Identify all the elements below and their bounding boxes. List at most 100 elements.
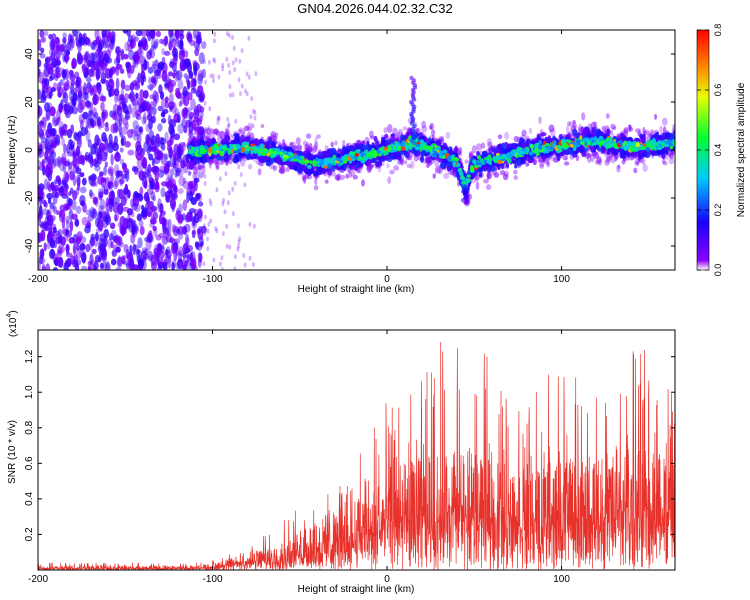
noise-blob [135,144,143,156]
ridge-halo-blob [593,151,600,160]
noise-blob [77,95,82,102]
noise-blob [65,172,69,184]
noise-blob [175,167,181,174]
noise-blob [117,188,121,198]
noise-blob [42,36,47,43]
noise-blob [159,38,164,44]
noise-blob [104,125,110,132]
ridge-halo-blob [386,163,390,169]
noise-blob [178,203,183,214]
ridge-halo-blob [662,161,668,166]
noise-blob [149,180,154,190]
noise-blob [101,109,109,120]
ridge-halo-blob [397,131,401,139]
noise-blob [69,220,74,232]
noise-blob [247,74,251,80]
noise-blob [75,205,82,214]
noise-blob [213,159,217,165]
noise-blob [155,133,160,144]
ridge-body-blob [500,164,504,170]
noise-blob [72,190,78,200]
noise-blob [231,35,234,40]
noise-blob [44,164,49,177]
ridge-body-blob [511,142,517,148]
noise-blob [193,105,200,116]
ridge-halo-blob [357,166,362,174]
noise-blob [73,131,78,140]
noise-blob [156,249,160,260]
noise-blob [122,30,129,34]
noise-blob [54,36,60,44]
noise-blob [99,95,107,102]
noise-blob [93,161,100,168]
noise-blob [97,84,101,95]
noise-blob [90,65,95,73]
noise-blob [42,91,47,102]
noise-blob [155,178,159,191]
noise-blob [114,196,120,204]
noise-blob [65,244,70,252]
noise-blob [182,177,187,184]
noise-blob [105,262,111,270]
noise-blob [197,172,204,179]
noise-blob [215,228,219,234]
noise-blob [171,261,175,270]
noise-blob [38,232,41,244]
noise-blob [175,70,183,81]
noise-blob [250,96,254,102]
ridge-halo-blob [581,112,586,121]
noise-blob [65,219,70,230]
noise-blob [195,119,200,132]
figure-title: GN04.2026.044.02.32.C32 [297,1,453,16]
noise-blob [46,146,51,154]
noise-blob [105,260,110,270]
noise-blob [99,64,105,75]
ridge-halo-blob [305,133,312,139]
noise-blob [169,119,177,129]
ridge-halo-blob [273,165,277,172]
noise-blob [227,123,230,129]
noise-blob [41,266,47,270]
noise-blob [245,91,249,97]
noise-blob [161,217,167,227]
ridge-body-blob [327,169,333,176]
noise-blob [214,226,218,232]
ridge-halo-blob [604,159,610,166]
noise-blob [76,30,82,37]
noise-blob [188,116,193,127]
noise-blob [233,180,237,186]
noise-blob [177,188,184,195]
noise-blob [114,152,121,162]
noise-blob [44,102,50,113]
noise-blob [209,163,212,169]
noise-blob [127,68,132,79]
ridge-halo-blob [486,171,491,180]
noise-blob [57,104,62,111]
noise-blob [168,93,174,105]
noise-blob [157,105,163,112]
noise-blob [188,70,194,79]
noise-blob [219,261,222,267]
ridge-halo-blob [193,166,198,175]
noise-blob [167,144,173,154]
noise-blob [70,124,75,134]
noise-blob [44,215,52,226]
noise-blob [166,160,171,168]
noise-blob [177,114,181,123]
noise-blob [198,192,203,202]
ridge-halo-blob [206,132,212,140]
noise-blob [170,127,175,139]
noise-blob [134,51,139,58]
noise-blob [209,201,213,207]
noise-blob [142,175,148,188]
noise-blob [80,250,87,263]
noise-blob [86,219,91,228]
noise-blob [166,180,174,191]
noise-blob [114,176,120,188]
noise-blob [169,60,174,67]
noise-blob [213,38,216,44]
noise-blob [124,42,130,52]
noise-blob [176,91,182,100]
ridge-halo-blob [342,139,346,146]
